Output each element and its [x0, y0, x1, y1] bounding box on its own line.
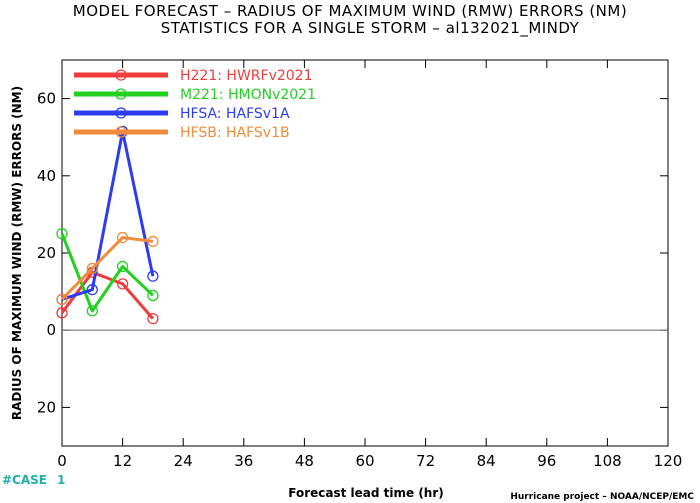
- y-tick-label: 20: [37, 244, 56, 262]
- x-tick-label: 36: [234, 452, 253, 470]
- legend-entry: HFSB: HAFSv1B: [180, 125, 290, 141]
- data-point: [86, 262, 98, 275]
- legend-entry: HFSA: HAFSv1A: [180, 106, 290, 122]
- x-tick-label: 72: [416, 452, 435, 470]
- x-tick-label: 0: [57, 452, 67, 470]
- data-point: [56, 228, 68, 240]
- case-number: 1: [57, 473, 65, 487]
- series-line: [60, 236, 154, 301]
- legend-marker: [115, 69, 127, 81]
- x-tick-label: 120: [654, 452, 683, 470]
- series-h221: [56, 266, 159, 325]
- data-point: [147, 270, 159, 282]
- x-tick-label: 48: [295, 452, 314, 470]
- credit-text: Hurricane project – NOAA/NCEP/EMC: [510, 492, 694, 502]
- series-line: [60, 270, 155, 320]
- series-layer: [56, 125, 159, 325]
- x-tick-label: 84: [477, 452, 496, 470]
- data-point: [86, 305, 98, 317]
- case-label: #CASE: [2, 473, 47, 487]
- y-axis-label: RADIUS OF MAXIMUM WIND (RMW) ERRORS (NM): [10, 86, 24, 420]
- y-tick-label: 60: [37, 90, 56, 108]
- x-tick-label: 24: [174, 452, 193, 470]
- legend: H221: HWRFv2021 M221: HMONv2021 HFSA: HAFS…: [74, 68, 316, 141]
- y-tick-label: 0: [46, 321, 56, 339]
- data-point: [147, 235, 159, 248]
- legend-marker: [115, 126, 127, 138]
- x-axis-label: Forecast lead time (hr): [288, 486, 444, 500]
- series-line: [60, 233, 154, 313]
- series-m221: [56, 228, 159, 317]
- series-hfsb: [56, 231, 159, 305]
- legend-marker: [115, 88, 127, 100]
- chart-title: MODEL FORECAST – RADIUS OF MAXIMUM WIND …: [73, 2, 627, 20]
- chart-subtitle: STATISTICS FOR A SINGLE STORM – al132021…: [161, 19, 580, 38]
- x-tick-label: 60: [355, 452, 374, 470]
- data-point: [116, 231, 129, 244]
- data-point: [56, 293, 68, 305]
- y-axis: 20 0 20 40 60: [37, 90, 668, 416]
- y-tick-label: 20: [37, 398, 56, 416]
- data-point: [116, 278, 129, 290]
- legend-entry: M221: HMONv2021: [180, 87, 316, 103]
- series-line: [61, 129, 155, 301]
- x-tick-label: 96: [537, 452, 556, 470]
- data-point: [147, 312, 159, 325]
- case-count: #CASE 1: [2, 473, 65, 487]
- x-axis: 0 12 24 36 48 60 72 84 96 108 120: [57, 60, 682, 470]
- data-point: [116, 260, 129, 273]
- data-point: [56, 307, 68, 319]
- data-point: [147, 289, 159, 302]
- plot-frame: [61, 59, 669, 447]
- x-tick-label: 108: [593, 452, 622, 470]
- data-point: [86, 284, 98, 296]
- legend-entry: H221: HWRFv2021: [180, 68, 312, 84]
- legend-marker: [115, 107, 127, 119]
- x-tick-label: 12: [113, 452, 132, 470]
- y-tick-label: 40: [37, 167, 56, 185]
